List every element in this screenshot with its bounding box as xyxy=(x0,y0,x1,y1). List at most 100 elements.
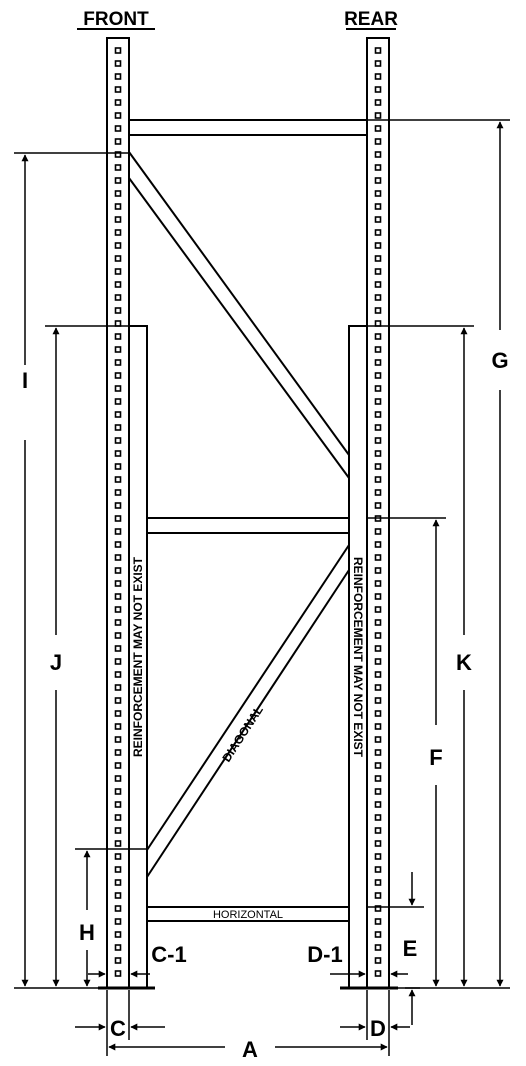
post-hole xyxy=(376,529,381,534)
top-horizontal-brace xyxy=(129,120,367,135)
post-hole xyxy=(116,919,121,924)
post-hole xyxy=(116,191,121,196)
post-hole xyxy=(116,906,121,911)
post-hole xyxy=(376,165,381,170)
post-hole xyxy=(116,451,121,456)
post-hole xyxy=(376,633,381,638)
middle-horizontal-brace xyxy=(147,518,349,533)
post-hole xyxy=(116,542,121,547)
diagonal-label: DIAGONAL xyxy=(219,703,266,764)
post-hole xyxy=(376,178,381,183)
post-hole xyxy=(116,503,121,508)
dim-j-label: J xyxy=(50,650,62,675)
post-hole xyxy=(376,737,381,742)
rear-reinforcement-label: REINFORCEMENT MAY NOT EXIST xyxy=(351,557,365,758)
post-hole xyxy=(376,490,381,495)
post-hole xyxy=(116,646,121,651)
dim-g-label: G xyxy=(491,348,508,373)
post-hole xyxy=(376,698,381,703)
post-hole xyxy=(116,529,121,534)
post-hole xyxy=(376,126,381,131)
post-hole xyxy=(376,932,381,937)
post-hole xyxy=(116,113,121,118)
post-hole xyxy=(376,542,381,547)
post-hole xyxy=(116,698,121,703)
post-hole xyxy=(376,555,381,560)
dim-e-label: E xyxy=(403,936,418,961)
post-hole xyxy=(376,87,381,92)
post-hole xyxy=(376,308,381,313)
post-hole xyxy=(116,165,121,170)
rear-header: REAR xyxy=(344,9,398,30)
post-hole xyxy=(376,945,381,950)
post-hole xyxy=(116,139,121,144)
post-hole xyxy=(376,880,381,885)
post-hole xyxy=(376,204,381,209)
post-hole xyxy=(116,308,121,313)
post-hole xyxy=(116,516,121,521)
post-hole xyxy=(116,386,121,391)
dim-k-label: K xyxy=(456,650,472,675)
post-hole xyxy=(116,841,121,846)
post-hole xyxy=(116,685,121,690)
post-hole xyxy=(376,152,381,157)
post-hole xyxy=(116,802,121,807)
dim-h-label: H xyxy=(79,920,95,945)
post-hole xyxy=(116,178,121,183)
post-hole xyxy=(376,191,381,196)
post-hole xyxy=(116,958,121,963)
post-hole xyxy=(116,867,121,872)
post-hole xyxy=(116,412,121,417)
post-hole xyxy=(116,217,121,222)
upper-diagonal-brace xyxy=(129,152,349,478)
post-hole xyxy=(376,360,381,365)
post-hole xyxy=(376,919,381,924)
post-hole xyxy=(116,48,121,53)
post-hole xyxy=(376,685,381,690)
post-hole xyxy=(376,646,381,651)
post-hole xyxy=(116,672,121,677)
post-hole xyxy=(376,958,381,963)
post-hole xyxy=(376,802,381,807)
post-hole xyxy=(376,399,381,404)
rear-post xyxy=(367,38,389,988)
post-hole xyxy=(116,815,121,820)
post-hole xyxy=(116,568,121,573)
post-hole xyxy=(116,438,121,443)
dim-c-label: C xyxy=(110,1016,126,1041)
post-hole xyxy=(376,815,381,820)
post-hole xyxy=(376,607,381,612)
post-hole xyxy=(376,74,381,79)
post-hole xyxy=(376,100,381,105)
dim-f-label: F xyxy=(429,745,442,770)
horizontal-label: HORIZONTAL xyxy=(213,909,283,921)
post-hole xyxy=(376,425,381,430)
front-header: FRONT xyxy=(77,9,155,30)
post-hole xyxy=(376,438,381,443)
post-hole xyxy=(116,776,121,781)
post-hole xyxy=(116,269,121,274)
post-hole xyxy=(116,555,121,560)
post-hole xyxy=(116,464,121,469)
post-hole xyxy=(376,464,381,469)
post-hole xyxy=(116,880,121,885)
post-hole xyxy=(376,971,381,976)
post-hole xyxy=(116,971,121,976)
post-hole xyxy=(376,867,381,872)
post-hole xyxy=(376,763,381,768)
post-hole xyxy=(116,360,121,365)
post-hole xyxy=(116,256,121,261)
post-hole xyxy=(116,789,121,794)
post-hole xyxy=(116,74,121,79)
post-hole xyxy=(376,841,381,846)
post-hole xyxy=(376,139,381,144)
post-hole xyxy=(116,334,121,339)
post-hole xyxy=(376,477,381,482)
post-hole xyxy=(116,425,121,430)
post-hole xyxy=(116,633,121,638)
post-hole xyxy=(116,295,121,300)
post-hole xyxy=(116,854,121,859)
post-hole xyxy=(116,399,121,404)
post-hole xyxy=(376,451,381,456)
